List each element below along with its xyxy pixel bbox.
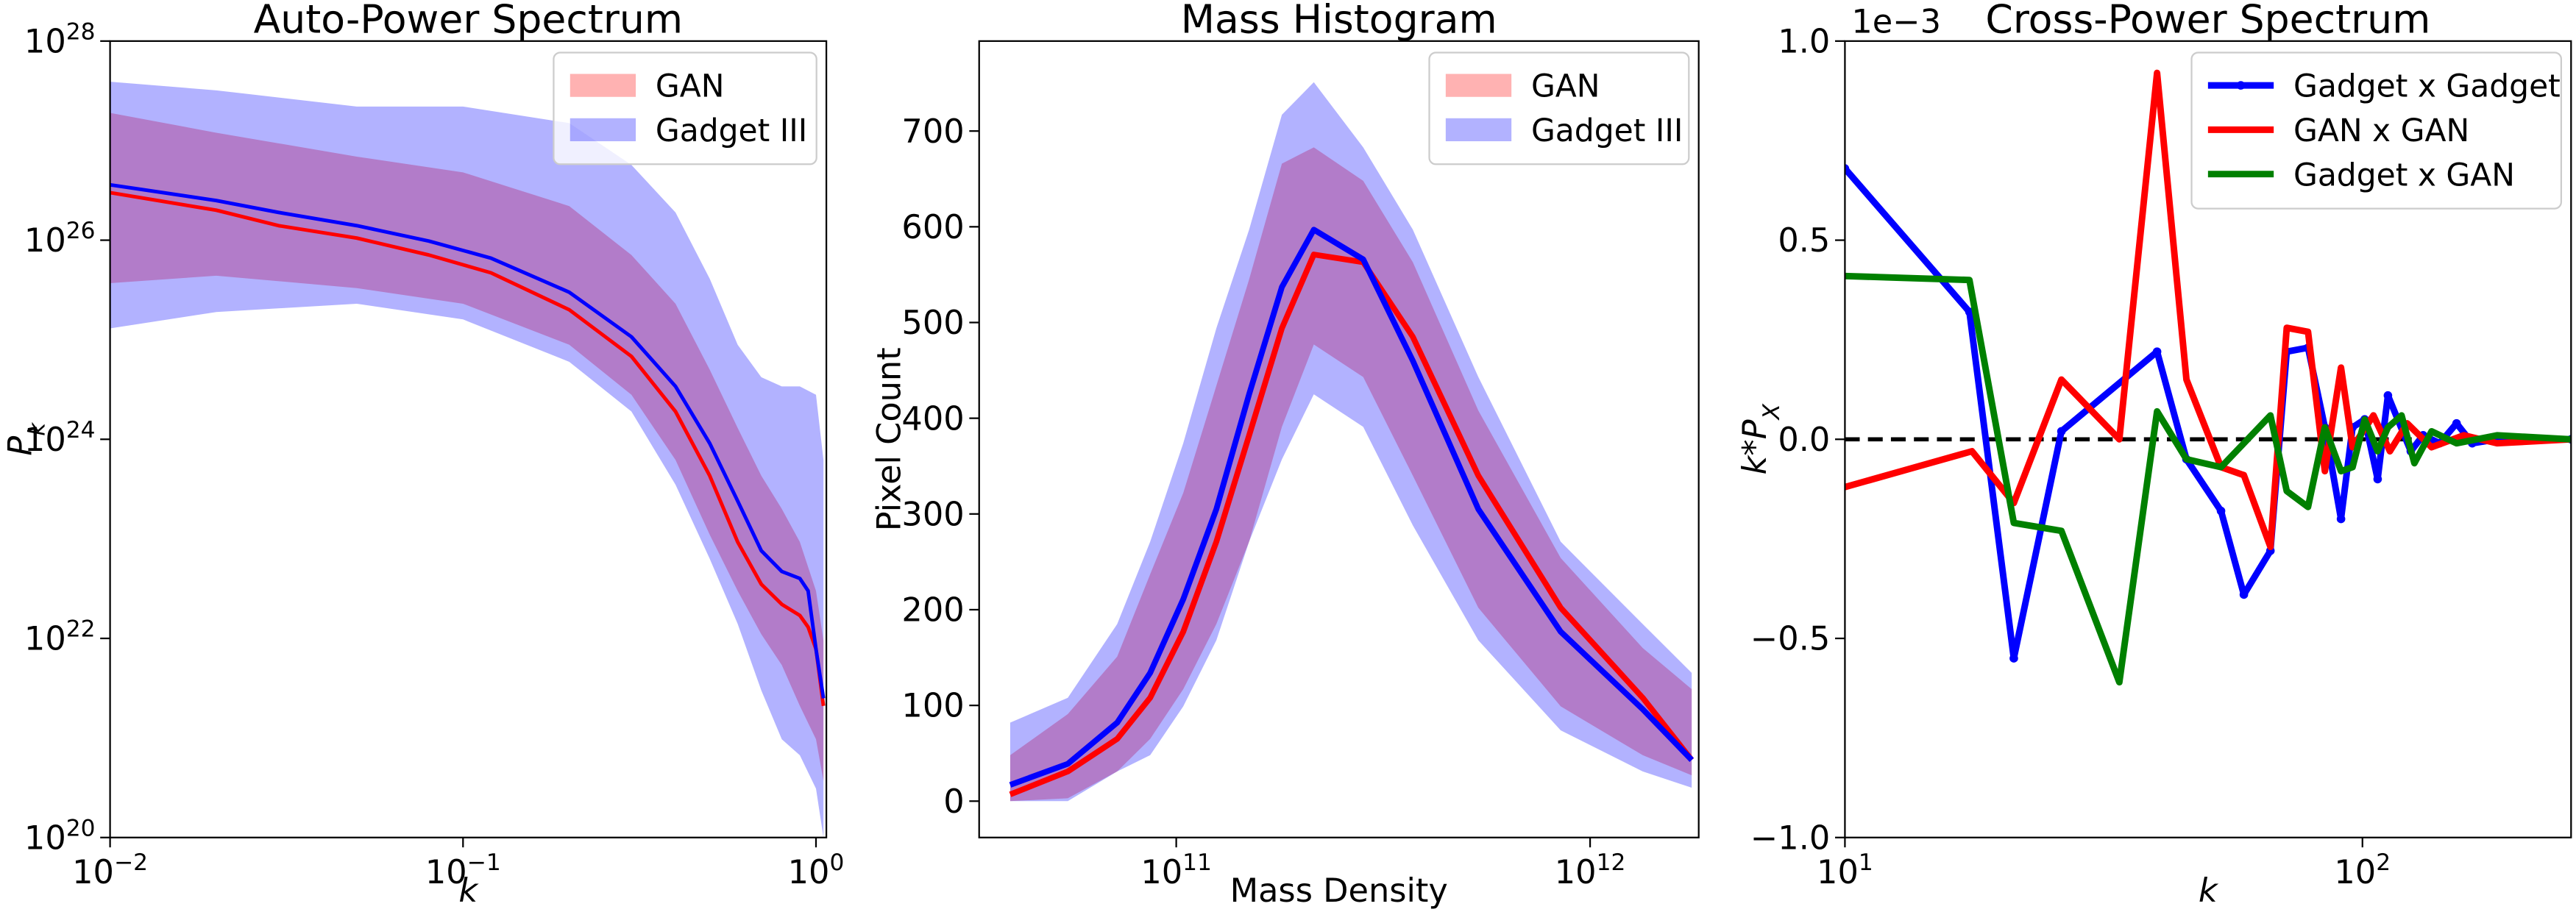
marker [2336,514,2346,524]
subplot: Mass Histogram Mass Density Pixel Count 101… [870,0,1700,910]
chart-title: Mass Histogram [1181,0,1497,43]
axes-frame [978,40,1700,838]
x-tick-label: 1012 [1555,849,1626,891]
legend-label: GAN [1531,69,1600,105]
legend-label: GAN x GAN [2293,113,2469,149]
x-tick-label: 10−1 [425,849,501,891]
line [1845,272,2572,686]
x-axis-label: k [458,872,479,910]
legend-label: Gadget III [656,113,807,149]
legend-swatch [570,118,636,142]
y-tick-label: 1020 [24,815,96,857]
y-tick-label: −0.5 [1750,620,1830,658]
marker [2452,418,2461,428]
legend-box [553,51,817,165]
legend-label: Gadget x Gadget [2293,69,2561,105]
y-tick-label: 0.0 [1778,421,1830,459]
line [1845,166,2572,662]
legend-label: Gadget III [1531,113,1683,149]
y-tick-label: 400 [901,399,964,438]
axes-frame [109,40,828,838]
y-tick-label: 300 [901,495,964,533]
marker [2057,427,2066,436]
marker [2152,347,2162,356]
line [1845,69,2572,550]
x-tick-label: 100 [788,849,845,891]
legend: Gadget x Gadget GAN x GAN Gadget x GAN [2190,51,2563,210]
x-axis-label: Mass Density [1230,872,1448,910]
line [1009,227,1694,788]
marker [2373,474,2382,484]
legend-box [2190,51,2563,210]
x-tick-label: 10−2 [72,849,148,891]
line [110,190,826,707]
legend-swatch [1445,74,1512,97]
band [1010,82,1692,802]
marker [2009,654,2018,663]
marker [2216,506,2226,516]
legend-marker [2236,81,2246,90]
legend-swatch [1445,118,1512,142]
marker [1845,164,1850,173]
y-tick-label: 1.0 [1778,22,1830,60]
y-tick-label: 500 [901,304,964,342]
band [110,82,824,838]
axes-frame [1844,40,2572,838]
legend: GAN Gadget III [553,51,817,165]
chart-title: Auto-Power Spectrum [254,0,683,43]
y-tick-label: −1.0 [1750,819,1830,857]
y-tick-label: 1022 [24,616,96,658]
plot-area [110,82,826,838]
legend-box [1428,51,1690,165]
x-tick-label: 1011 [1140,849,1212,891]
line [1009,252,1695,797]
legend-swatch [570,74,636,97]
x-axis-label: k [2199,872,2219,910]
legend-label: GAN [656,69,725,105]
line [110,182,826,699]
legend: GAN Gadget III [1428,51,1690,165]
marker [2383,391,2393,400]
y-tick-label: 100 [901,687,964,725]
y-tick-label: 0.5 [1778,221,1830,260]
y-tick-label: 1024 [24,417,96,459]
chart-title: Cross-Power Spectrum [1985,0,2430,43]
y-tick-label: 700 [901,113,964,151]
y-tick-label: 0 [943,783,964,821]
plot-area [1009,82,1695,802]
offset-label: 1e−3 [1851,3,1941,41]
band [110,113,824,781]
legend-label: Gadget x GAN [2293,157,2515,193]
y-tick-label: 600 [901,208,964,246]
y-tick-label: 1028 [24,18,96,60]
plot-area [1845,69,2572,686]
x-tick-label: 102 [2334,849,2391,891]
y-tick-label: 1026 [24,218,96,260]
y-tick-label: 200 [901,591,964,630]
y-axis-label: Pixel Count [870,347,909,531]
marker [2239,590,2249,599]
